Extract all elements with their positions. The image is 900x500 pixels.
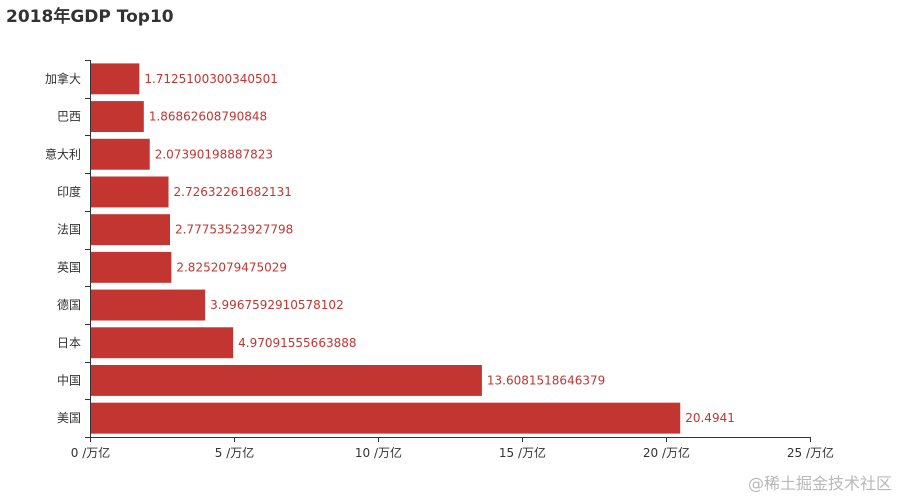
bar-value-label: 2.07390198887823: [155, 147, 273, 161]
y-category-label: 英国: [57, 260, 81, 274]
bar: [91, 402, 681, 434]
bar: [91, 214, 170, 246]
bar: [91, 289, 206, 321]
x-tick-label: 10 /万亿: [355, 445, 402, 460]
bar: [91, 101, 144, 133]
x-tick-label: 25 /万亿: [787, 445, 834, 460]
bar-value-label: 20.4941: [685, 411, 735, 425]
bar: [91, 138, 150, 170]
y-category-label: 美国: [57, 411, 81, 425]
y-category-label: 中国: [57, 372, 81, 387]
bar: [91, 251, 172, 283]
bar: [91, 327, 234, 359]
y-category-label: 法国: [57, 223, 81, 237]
x-tick-label: 0 /万亿: [71, 445, 111, 460]
bar: [91, 364, 482, 396]
bar-value-label: 2.8252079475029: [176, 260, 287, 274]
y-category-label: 日本: [57, 336, 81, 350]
chart-title: 2018年GDP Top10: [6, 7, 174, 27]
x-tick-label: 5 /万亿: [215, 445, 255, 460]
y-category-label: 巴西: [57, 110, 81, 124]
watermark-text: @稀土掘金技术社区: [747, 474, 892, 493]
bar-value-label: 2.77753523927798: [175, 223, 293, 237]
bar: [91, 63, 140, 95]
bar-value-label: 2.72632261682131: [174, 185, 292, 199]
x-tick-label: 20 /万亿: [643, 445, 690, 460]
y-category-label: 德国: [57, 297, 81, 312]
x-tick-label: 15 /万亿: [499, 445, 546, 460]
y-category-label: 意大利: [45, 146, 81, 161]
y-category-label: 印度: [57, 184, 81, 199]
bar: [91, 176, 169, 208]
bar-value-label: 13.6081518646379: [487, 373, 605, 387]
y-category-label: 加拿大: [45, 71, 81, 86]
bar-value-label: 3.9967592910578102: [210, 298, 344, 312]
bar-value-label: 1.7125100300340501: [144, 72, 278, 86]
bar-value-label: 4.97091555663888: [238, 336, 356, 350]
bar-value-label: 1.86862608790848: [149, 110, 267, 124]
